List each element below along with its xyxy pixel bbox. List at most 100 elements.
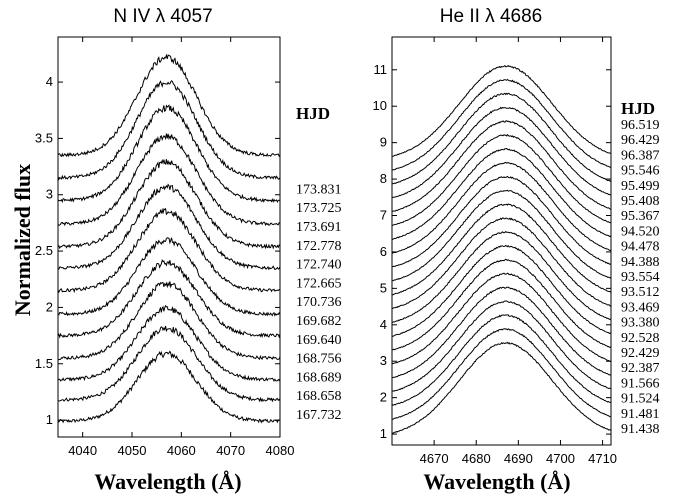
hjd-label: 96.429 bbox=[621, 133, 660, 148]
spectrum-heii-92.387 bbox=[392, 286, 611, 379]
hjd-header-heii: HJD bbox=[621, 99, 655, 118]
x-axis-label-niv: Wavelength (Å) bbox=[94, 469, 241, 494]
spectrum-niv-168.689 bbox=[58, 304, 280, 382]
x-tick-label: 4050 bbox=[118, 443, 147, 458]
hjd-labels-heii: 91.43891.48191.52491.56692.38792.42992.5… bbox=[621, 118, 660, 437]
y-tick-label: 4 bbox=[380, 317, 387, 332]
x-axis-label-heii: Wavelength (Å) bbox=[423, 469, 570, 494]
y-axis-label: Normalized flux bbox=[10, 164, 35, 316]
spectra-niv bbox=[58, 53, 280, 424]
spectrum-heii-91.438 bbox=[392, 341, 611, 434]
hjd-label: 173.725 bbox=[296, 201, 342, 216]
x-tick-label: 4080 bbox=[266, 443, 295, 458]
y-tick-label: 9 bbox=[380, 135, 387, 150]
spectrum-heii-91.524 bbox=[392, 314, 611, 407]
spectra-heii bbox=[392, 65, 611, 434]
spectrum-heii-96.519 bbox=[392, 65, 611, 157]
spectrum-niv-169.682 bbox=[58, 237, 280, 317]
y-tick-label: 6 bbox=[380, 244, 387, 259]
y-tick-label: 3.5 bbox=[35, 130, 53, 145]
spectrum-niv-167.732 bbox=[58, 350, 280, 424]
hjd-label: 94.520 bbox=[621, 224, 660, 239]
hjd-label: 93.469 bbox=[621, 300, 660, 315]
spectrum-niv-172.665 bbox=[58, 183, 280, 271]
y-axis-niv: 1 1.5 2 2.5 3 3.5 4 bbox=[35, 74, 280, 427]
spectrum-heii-94.478 bbox=[392, 175, 611, 268]
x-tick-label: 4670 bbox=[420, 451, 449, 466]
hjd-label: 170.736 bbox=[296, 295, 342, 310]
x-tick-label: 4070 bbox=[216, 443, 245, 458]
spectrum-heii-96.387 bbox=[392, 92, 611, 185]
y-tick-label: 2 bbox=[46, 299, 53, 314]
y-tick-label: 10 bbox=[373, 98, 387, 113]
hjd-label: 167.732 bbox=[296, 408, 342, 423]
spectrum-heii-93.554 bbox=[392, 203, 611, 296]
panel-title-niv: N IV λ 4057 bbox=[113, 6, 212, 27]
hjd-label: 168.658 bbox=[296, 389, 342, 404]
hjd-label: 95.367 bbox=[621, 209, 660, 224]
spectrum-niv-172.778 bbox=[58, 133, 280, 227]
y-tick-label: 2 bbox=[380, 390, 387, 405]
x-axis-niv: 4040 4050 4060 4070 4080 bbox=[68, 37, 294, 458]
spectrum-niv-169.640 bbox=[58, 259, 280, 339]
spectrum-heii-91.566 bbox=[392, 300, 611, 392]
hjd-label: 92.528 bbox=[621, 331, 660, 346]
y-tick-label: 1.5 bbox=[35, 356, 53, 371]
spectrum-heii-92.429 bbox=[392, 272, 611, 365]
spectrum-heii-95.546 bbox=[392, 106, 611, 198]
spectrum-heii-91.481 bbox=[392, 328, 611, 420]
x-tick-label: 4700 bbox=[546, 451, 575, 466]
hjd-label: 93.512 bbox=[621, 285, 660, 300]
y-axis-heii: 1 2 3 4 5 6 7 8 9 10 11 bbox=[373, 62, 611, 441]
x-tick-label: 4690 bbox=[504, 451, 533, 466]
spectrum-niv-170.736 bbox=[58, 207, 280, 294]
y-tick-label: 2.5 bbox=[35, 243, 53, 258]
spectrum-heii-95.367 bbox=[392, 148, 611, 241]
y-tick-label: 8 bbox=[380, 171, 387, 186]
spectrum-heii-96.429 bbox=[392, 78, 611, 171]
spectrum-heii-94.388 bbox=[392, 189, 611, 282]
hjd-label: 169.682 bbox=[296, 314, 342, 329]
y-tick-label: 1 bbox=[380, 426, 387, 441]
hjd-label: 173.831 bbox=[296, 182, 342, 197]
hjd-label: 172.740 bbox=[296, 258, 342, 273]
y-tick-label: 3 bbox=[46, 187, 53, 202]
spectrum-heii-93.469 bbox=[392, 230, 611, 324]
spectrum-heii-93.512 bbox=[392, 217, 611, 310]
hjd-label: 96.387 bbox=[621, 148, 660, 163]
hjd-label: 91.524 bbox=[621, 392, 660, 407]
hjd-labels-niv: 167.732 168.658 168.689 168.756 169.640 169.6… bbox=[296, 182, 342, 423]
hjd-label: 95.546 bbox=[621, 164, 660, 179]
plot-frame-niv bbox=[57, 36, 281, 438]
spectrum-heii-94.520 bbox=[392, 161, 611, 254]
spectrum-niv-172.740 bbox=[58, 158, 280, 250]
spectrum-heii-93.380 bbox=[392, 244, 611, 337]
panel-niv: N IV λ 4057 11.522.533.54 4040 4050 4060 40… bbox=[10, 6, 342, 494]
spectrum-heii-95.499 bbox=[392, 120, 611, 212]
hjd-label: 91.566 bbox=[621, 376, 660, 391]
spectrum-niv-168.658 bbox=[58, 325, 280, 403]
hjd-label: 168.756 bbox=[296, 352, 342, 367]
x-tick-label: 4060 bbox=[167, 443, 196, 458]
spectrum-niv-168.756 bbox=[58, 281, 280, 361]
x-tick-label: 4040 bbox=[68, 443, 97, 458]
hjd-label: 93.554 bbox=[621, 270, 660, 285]
hjd-header-niv: HJD bbox=[296, 104, 330, 123]
hjd-label: 172.778 bbox=[296, 239, 342, 254]
y-tick-label: 4 bbox=[46, 74, 53, 89]
hjd-label: 91.481 bbox=[621, 407, 660, 422]
hjd-label: 168.689 bbox=[296, 370, 342, 385]
hjd-label: 169.640 bbox=[296, 333, 342, 348]
y-tick-label: 7 bbox=[380, 208, 387, 223]
hjd-label: 94.478 bbox=[621, 240, 660, 255]
y-tick-label: 11 bbox=[374, 62, 388, 77]
hjd-label: 95.408 bbox=[621, 194, 660, 209]
x-tick-label: 4680 bbox=[462, 451, 491, 466]
spectrum-niv-173.831 bbox=[58, 53, 280, 158]
hjd-label: 96.519 bbox=[621, 118, 660, 133]
hjd-label: 173.691 bbox=[296, 220, 342, 235]
spectrum-niv-173.725 bbox=[58, 80, 280, 181]
spectrum-heii-92.528 bbox=[392, 258, 611, 351]
